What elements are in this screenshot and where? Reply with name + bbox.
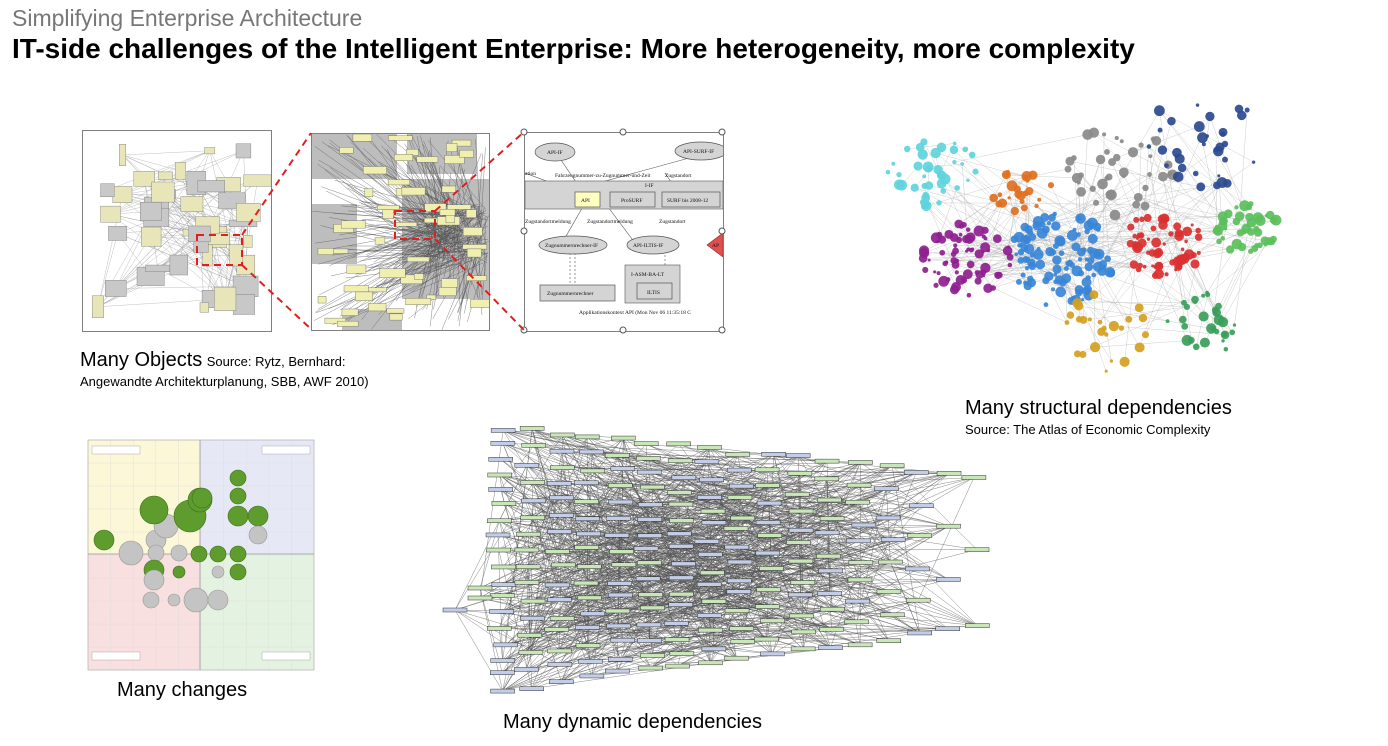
zoom-label-i-if: I-IF [645,183,654,189]
objects-source-line1: Source: Rytz, Bernhard: [206,354,346,369]
zoom-indicators [196,131,525,331]
changes-caption: Many changes [117,679,248,701]
slide-title: IT-side challenges of the Intelligent En… [12,33,1135,64]
zoom-label-zugnummernrechner-if: Zugnummernrechner-IF [545,243,598,249]
objects-source-line2: Angewandte Architekturplanung, SBB, AWF … [80,374,369,389]
objects-overview-graph [92,143,271,318]
objects-caption: Many Objects [80,349,203,371]
zoom-label-surf: SURF bis 2008-12 [667,198,709,204]
zoom-label-api-iltis-if: API-ILTIS-IF [633,243,663,249]
objects-caption-block: Many Objects Source: Rytz, Bernhard: [80,349,345,372]
objects-zoom1-graph [312,134,489,330]
zoom-label-zugstandort-2: Zugstandort [659,219,686,225]
zoom-label-zugstandortmeldung-2: Zugstandortmeldung [587,219,633,225]
structural-caption: Many structural dependencies [965,397,1232,419]
slide-subtitle: Simplifying Enterprise Architecture [12,5,363,31]
selection-handles [520,128,726,334]
changes-bubble-chart [87,439,315,671]
zoom-label-ation: ation [525,171,536,177]
objects-zoom2-graph: API-IF API-SURF-IF Fahrzeugnummer-zu-Zug… [525,141,723,316]
structural-source: Source: The Atlas of Economic Complexity [965,422,1211,437]
objects-overview-image [82,130,272,332]
structural-network-graph [885,103,1282,373]
zoom-label-applikationskontext: Applikationskontext API (Mon Nov 06 11:3… [579,309,691,316]
objects-zoom2-image: API-IF API-SURF-IF Fahrzeugnummer-zu-Zug… [524,132,724,332]
zoom-label-ap: AP [712,243,719,249]
dynamic-dependency-graph [442,426,990,694]
zoom-label-zugstandort: Zugstandort [665,173,692,179]
dynamic-caption: Many dynamic dependencies [503,711,763,733]
zoom-label-i-asm-ba-lt: I-ASM-BA-LT [631,272,665,278]
zoom-label-prosurf: ProSURF [621,198,642,204]
zoom-label-iltis: ILTIS [647,290,660,296]
objects-zoom1-image [311,133,490,331]
zoom-label-api-surf-if: API-SURF-IF [683,149,714,155]
zoom-label-api-if: API-IF [547,150,563,156]
zoom-label-api: API [581,198,590,204]
zoom-label-zugnummernrechner: Zugnummernrechner [547,291,594,297]
zoom-label-fahrzeugnummer: Fahrzeugnummer-zu-Zugnummer-und-Zeit [555,173,651,179]
zoom-label-zugstandortmeldung-1: Zugstandortmeldung [525,219,571,225]
